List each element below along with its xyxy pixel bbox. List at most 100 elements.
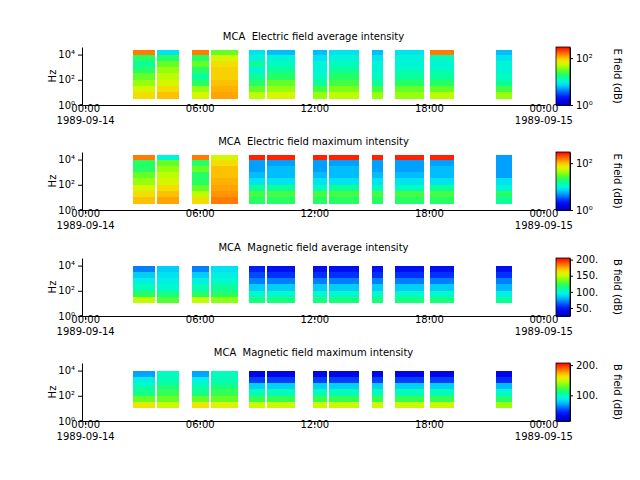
y-tick-label: 10⁴ bbox=[58, 154, 75, 165]
colorbar-swatch bbox=[556, 169, 570, 171]
colorbar-swatch bbox=[556, 287, 570, 289]
y-tick-mark bbox=[78, 55, 82, 56]
colorbar-swatch bbox=[556, 311, 570, 313]
cell bbox=[267, 396, 296, 402]
cell bbox=[211, 278, 238, 284]
cell bbox=[249, 61, 265, 67]
cell bbox=[157, 185, 179, 191]
cell bbox=[211, 178, 238, 184]
colorbar-axis: 100.200. bbox=[570, 360, 598, 422]
cell bbox=[211, 266, 238, 272]
x-tick: 00:001989-09-15 bbox=[515, 314, 573, 337]
y-tick: 10⁰ bbox=[58, 416, 82, 427]
cell bbox=[133, 278, 155, 284]
cell bbox=[157, 50, 179, 55]
colorbar-swatch bbox=[556, 157, 570, 159]
cell bbox=[430, 383, 454, 389]
cell bbox=[267, 191, 296, 197]
colorbar-swatch bbox=[556, 98, 570, 100]
colorbar-swatch bbox=[556, 59, 570, 61]
x-tick-label-line: 1989-09-14 bbox=[57, 220, 115, 231]
colorbar-swatch bbox=[556, 261, 570, 263]
colorbar-tick-label: 200. bbox=[576, 360, 598, 371]
y-tick-label: 10⁰ bbox=[58, 416, 75, 427]
colorbar-swatch bbox=[556, 275, 570, 277]
cell bbox=[211, 396, 238, 402]
cell bbox=[192, 185, 210, 191]
colorbar-tick-mark bbox=[570, 58, 573, 59]
cell bbox=[211, 383, 238, 389]
cell bbox=[430, 377, 454, 383]
cell bbox=[313, 291, 327, 297]
cell bbox=[249, 155, 265, 160]
cell bbox=[267, 92, 296, 98]
cell bbox=[372, 284, 383, 290]
cell bbox=[211, 402, 238, 408]
cell bbox=[313, 166, 327, 172]
colorbar-swatch bbox=[556, 264, 570, 266]
cell bbox=[313, 191, 327, 197]
x-tick-label-line: 00:00 bbox=[71, 208, 100, 219]
colorbar-swatch bbox=[556, 183, 570, 185]
colorbar-swatch bbox=[556, 77, 570, 79]
cell bbox=[395, 284, 424, 290]
colorbar-swatch bbox=[556, 83, 570, 85]
cell bbox=[313, 396, 327, 402]
cell bbox=[211, 80, 238, 86]
cell bbox=[133, 50, 155, 55]
cell bbox=[395, 272, 424, 278]
panel: 00:001989-09-1406:0012:0018:0000:001989-… bbox=[47, 347, 623, 442]
colorbar-swatch bbox=[556, 377, 570, 379]
x-tick-label: 06:00 bbox=[186, 208, 215, 219]
cell bbox=[211, 160, 238, 166]
colorbar-swatch bbox=[556, 82, 570, 84]
y-axis-line bbox=[82, 364, 83, 422]
cell bbox=[267, 80, 296, 86]
colorbar-swatch bbox=[556, 160, 570, 162]
colorbar-swatch bbox=[556, 185, 570, 187]
cell bbox=[395, 92, 424, 98]
colorbar-swatch bbox=[556, 394, 570, 396]
colorbar-swatch bbox=[556, 89, 570, 91]
colorbar-swatch bbox=[556, 265, 570, 267]
colorbar-swatch bbox=[556, 189, 570, 191]
colorbar-swatch bbox=[556, 156, 570, 158]
cell bbox=[249, 284, 265, 290]
cell bbox=[496, 50, 512, 55]
cell bbox=[133, 92, 155, 98]
y-axis-title: Hz bbox=[47, 70, 58, 83]
cell bbox=[372, 160, 383, 166]
cell bbox=[267, 50, 296, 55]
colorbar-tick: 10² bbox=[570, 158, 593, 169]
colorbar-tick: 50. bbox=[570, 303, 592, 314]
colorbar-swatch bbox=[556, 390, 570, 392]
colorbar-tick-label: 50. bbox=[576, 303, 592, 314]
colorbar-swatch bbox=[556, 188, 570, 190]
y-axis: 10⁰10²10⁴ bbox=[58, 364, 82, 427]
cell bbox=[313, 50, 327, 55]
cell bbox=[395, 266, 424, 272]
cell bbox=[192, 389, 210, 395]
colorbar-swatch bbox=[556, 167, 570, 169]
colorbar-swatch bbox=[556, 408, 570, 410]
cell bbox=[372, 55, 383, 61]
cell bbox=[329, 50, 359, 55]
colorbar-swatch bbox=[556, 60, 570, 62]
colorbar-swatch bbox=[556, 277, 570, 279]
colorbar-swatch bbox=[556, 270, 570, 272]
colorbar-tick-label: 10² bbox=[576, 53, 593, 64]
colorbar-swatch bbox=[556, 416, 570, 418]
colorbar-axis-line bbox=[570, 364, 571, 422]
colorbar-swatch bbox=[556, 303, 570, 305]
cell bbox=[192, 297, 210, 303]
colorbar-swatch bbox=[556, 289, 570, 291]
x-tick-label: 12:00 bbox=[300, 419, 329, 430]
cell bbox=[395, 55, 424, 61]
colorbar-swatch bbox=[556, 302, 570, 304]
cell bbox=[313, 377, 327, 383]
colorbar-swatch bbox=[556, 208, 570, 210]
panel-title: MCA Magnetic field maximum intensity bbox=[214, 347, 414, 358]
cell bbox=[192, 272, 210, 278]
cell bbox=[192, 383, 210, 389]
x-tick-label-line: 1989-09-15 bbox=[515, 220, 573, 231]
